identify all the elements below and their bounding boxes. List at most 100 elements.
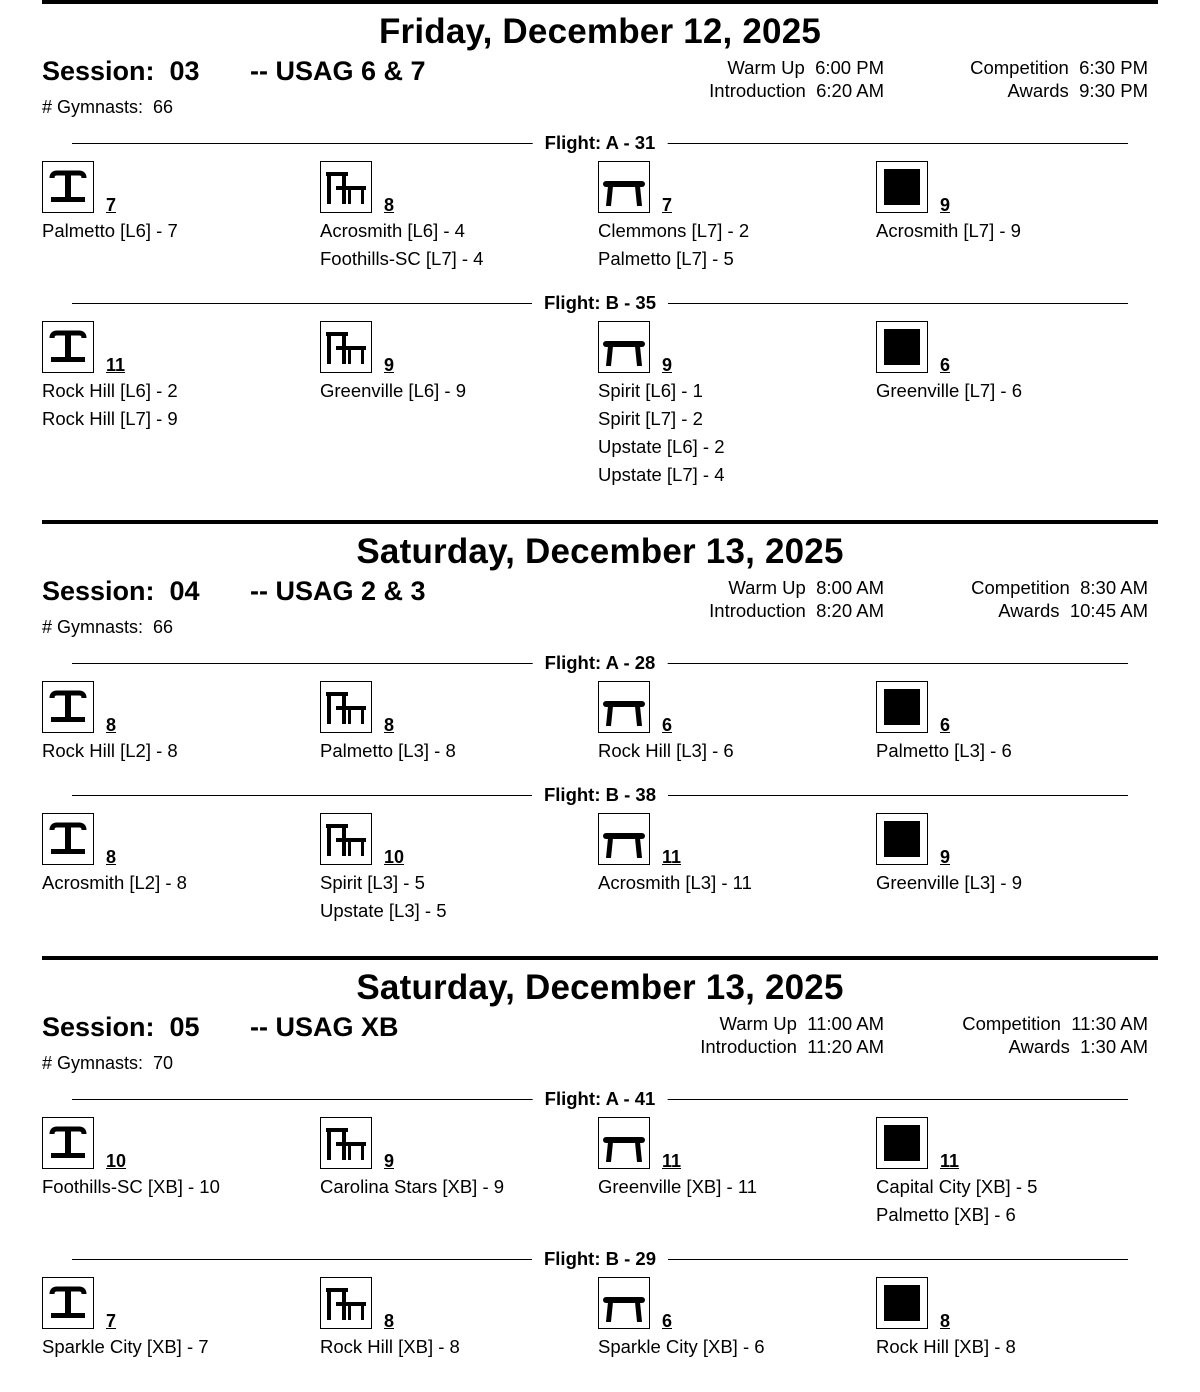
team-entry: Greenville [L7] - 6 <box>876 380 1023 401</box>
session-group: -- USAG 2 & 3 <box>250 576 426 606</box>
event-floor: 6 Greenville [L7] - 6 <box>876 321 1154 489</box>
time-label: Awards <box>998 600 1060 621</box>
time-value: 1:30 AM <box>1080 1036 1148 1057</box>
vault-icon <box>42 813 94 865</box>
session-times: Warm Up 11:00 AM Introduction 11:20 AM <box>700 1012 884 1058</box>
time-value: 11:00 AM <box>807 1013 884 1034</box>
team-list: Rock Hill [L6] - 2 Rock Hill [L7] - 9 <box>42 377 320 433</box>
event-gymnast-count: 11 <box>106 355 126 375</box>
event-beam: 7 Clemmons [L7] - 2 Palmetto [L7] - 5 <box>598 161 876 273</box>
event-gymnast-count: 8 <box>106 847 117 867</box>
event-header: 6 <box>876 681 1154 735</box>
event-bars: 8 Palmetto [L3] - 8 <box>320 681 598 765</box>
event-vault: 8 Rock Hill [L2] - 8 <box>42 681 320 765</box>
team-entry: Sparkle City [XB] - 7 <box>42 1336 209 1357</box>
event-gymnast-count: 9 <box>940 847 951 867</box>
team-entry: Spirit [L7] - 2 <box>598 408 703 429</box>
session-group: -- USAG 6 & 7 <box>250 56 426 86</box>
team-list: Acrosmith [L6] - 4 Foothills-SC [L7] - 4 <box>320 217 598 273</box>
flight-events: 7 Sparkle City [XB] - 7 8 Rock Hill [XB] - … <box>42 1277 1158 1361</box>
session-group: -- USAG XB <box>250 1012 399 1042</box>
balance-beam-icon <box>598 321 650 373</box>
event-header: 8 <box>320 161 598 215</box>
event-vault: 7 Sparkle City [XB] - 7 <box>42 1277 320 1361</box>
event-gymnast-count: 7 <box>106 1311 117 1331</box>
time-row-awards: Awards 9:30 PM <box>970 79 1148 102</box>
flight-header: Flight: B - 29 <box>72 1246 1128 1276</box>
time-label: Competition <box>962 1013 1061 1034</box>
spacer <box>42 489 1158 520</box>
uneven-bars-icon <box>320 681 372 733</box>
team-list: Palmetto [L3] - 8 <box>320 737 598 765</box>
session-day-title: Saturday, December 13, 2025 <box>356 968 844 1007</box>
session-times: Competition 6:30 PM Awards 9:30 PM <box>970 56 1148 102</box>
time-row-awards: Awards 10:45 AM <box>971 599 1148 622</box>
session-block: Friday, December 12, 2025 Session: 03 -- U… <box>42 0 1158 520</box>
flight-events: 8 Rock Hill [L2] - 8 8 Palmetto [L3] - 8 6 Ro… <box>42 681 1158 765</box>
time-value: 6:00 PM <box>815 57 884 78</box>
event-bars: 8 Rock Hill [XB] - 8 <box>320 1277 598 1361</box>
team-list: Rock Hill [L3] - 6 <box>598 737 876 765</box>
team-list: Greenville [L3] - 9 <box>876 869 1154 897</box>
team-entry: Acrosmith [L6] - 4 <box>320 220 465 241</box>
event-vault: 10 Foothills-SC [XB] - 10 <box>42 1117 320 1229</box>
team-entry: Acrosmith [L2] - 8 <box>42 872 187 893</box>
event-bars: 9 Greenville [L6] - 9 <box>320 321 598 489</box>
time-row-intro: Introduction 6:20 AM <box>709 79 884 102</box>
time-value: 6:20 AM <box>816 80 884 101</box>
team-list: Sparkle City [XB] - 7 <box>42 1333 320 1361</box>
session-number: Session: 04 <box>42 576 200 606</box>
team-entry: Rock Hill [XB] - 8 <box>876 1336 1016 1357</box>
team-entry: Acrosmith [L7] - 9 <box>876 220 1021 241</box>
time-value: 8:00 AM <box>816 577 884 598</box>
flight-label: Flight: A - 31 <box>532 132 668 154</box>
session-header: Session: 05 -- USAG XB Warm Up 11:00 AM Int… <box>42 1008 1158 1057</box>
team-entry: Palmetto [XB] - 6 <box>876 1204 1016 1225</box>
event-gymnast-count: 6 <box>662 715 673 735</box>
flight-events: 11 Rock Hill [L6] - 2 Rock Hill [L7] - 9 9 G… <box>42 321 1158 489</box>
time-value: 11:30 AM <box>1071 1013 1148 1034</box>
event-gymnast-count: 7 <box>106 195 117 215</box>
floor-exercise-icon <box>876 161 928 213</box>
flight-label: Flight: B - 38 <box>531 784 669 806</box>
balance-beam-icon <box>598 1277 650 1329</box>
team-entry: Capital City [XB] - 5 <box>876 1176 1038 1197</box>
uneven-bars-icon <box>320 1117 372 1169</box>
team-list: Clemmons [L7] - 2 Palmetto [L7] - 5 <box>598 217 876 273</box>
time-row-competition: Competition 8:30 AM <box>971 576 1148 599</box>
time-label: Competition <box>971 577 1070 598</box>
event-gymnast-count: 8 <box>384 1311 395 1331</box>
session-header: Session: 04 -- USAG 2 & 3 Warm Up 8:00 AM I… <box>42 572 1158 621</box>
team-list: Greenville [L7] - 6 <box>876 377 1154 405</box>
event-header: 8 <box>42 813 320 867</box>
team-list: Palmetto [L6] - 7 <box>42 217 320 245</box>
event-gymnast-count: 8 <box>940 1311 951 1331</box>
event-floor: 6 Palmetto [L3] - 6 <box>876 681 1154 765</box>
team-list: Rock Hill [XB] - 8 <box>320 1333 598 1361</box>
event-header: 8 <box>876 1277 1154 1331</box>
event-header: 11 <box>42 321 320 375</box>
event-gymnast-count: 11 <box>662 847 682 867</box>
time-row-competition: Competition 11:30 AM <box>962 1012 1148 1035</box>
team-entry: Palmetto [L7] - 5 <box>598 248 734 269</box>
event-header: 9 <box>320 321 598 375</box>
team-list: Acrosmith [L3] - 11 <box>598 869 876 897</box>
event-gymnast-count: 6 <box>662 1311 673 1331</box>
event-floor: 11 Capital City [XB] - 5 Palmetto [XB] - 6 <box>876 1117 1154 1229</box>
vault-icon <box>42 161 94 213</box>
event-header: 9 <box>598 321 876 375</box>
time-row-warmup: Warm Up 6:00 PM <box>709 56 884 79</box>
event-header: 9 <box>876 161 1154 215</box>
session-times: Competition 11:30 AM Awards 1:30 AM <box>962 1012 1148 1058</box>
uneven-bars-icon <box>320 161 372 213</box>
event-header: 8 <box>320 681 598 735</box>
team-list: Capital City [XB] - 5 Palmetto [XB] - 6 <box>876 1173 1154 1229</box>
team-list: Carolina Stars [XB] - 9 <box>320 1173 598 1201</box>
event-bars: 8 Acrosmith [L6] - 4 Foothills-SC [L7] - 4 <box>320 161 598 273</box>
time-value: 8:30 AM <box>1080 577 1148 598</box>
event-header: 6 <box>598 681 876 735</box>
time-value: 8:20 AM <box>816 600 884 621</box>
event-vault: 11 Rock Hill [L6] - 2 Rock Hill [L7] - 9 <box>42 321 320 489</box>
team-entry: Foothills-SC [XB] - 10 <box>42 1176 220 1197</box>
team-entry: Palmetto [L6] - 7 <box>42 220 178 241</box>
